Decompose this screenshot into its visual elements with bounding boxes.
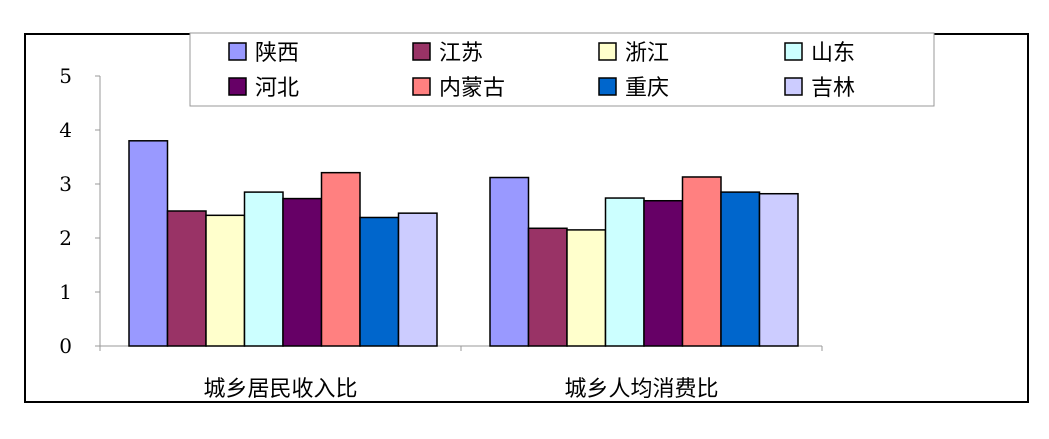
- bar: [643, 199, 684, 347]
- legend-swatch: [412, 77, 431, 96]
- legend-swatch: [598, 42, 617, 61]
- bar: [397, 212, 438, 347]
- legend-entry-label: 浙江: [625, 41, 669, 66]
- y-tick-label: 5: [59, 64, 72, 88]
- y-tick-label: 1: [59, 280, 72, 304]
- bar: [489, 176, 530, 347]
- bar: [681, 176, 722, 347]
- legend-swatch: [784, 77, 803, 96]
- legend-entry-label: 江苏: [439, 41, 483, 66]
- legend-entry-label: 山东: [811, 41, 855, 66]
- bar: [604, 197, 645, 347]
- bar: [282, 197, 323, 347]
- bar: [359, 216, 400, 347]
- legend-swatch: [228, 42, 247, 61]
- bars: [128, 140, 799, 347]
- legend-box: [189, 32, 935, 107]
- bar: [320, 171, 361, 347]
- legend-swatch: [598, 77, 617, 96]
- bar: [758, 192, 799, 347]
- legend-swatch: [784, 42, 803, 61]
- bar: [166, 210, 207, 347]
- bar: [243, 191, 284, 347]
- y-tick-label: 4: [59, 118, 72, 142]
- x-category-label: 城乡居民收入比: [203, 377, 357, 402]
- legend-entry-label: 河北: [255, 76, 299, 101]
- bar: [128, 140, 169, 347]
- legend-entry-label: 吉林: [811, 76, 855, 101]
- legend-entry-label: 重庆: [625, 76, 669, 101]
- legend-swatch: [412, 42, 431, 61]
- bar: [527, 227, 568, 347]
- y-tick-label: 0: [59, 334, 72, 358]
- y-tick-label: 3: [59, 172, 72, 196]
- bar: [566, 229, 607, 347]
- legend-entry-label: 内蒙古: [439, 76, 505, 101]
- bar: [720, 191, 761, 347]
- legend-entry-label: 陕西: [255, 41, 299, 66]
- axes: 0 1 2 3 4 5 城乡居民收入比 城乡人均消费比: [59, 64, 823, 402]
- y-tick-label: 2: [59, 226, 72, 250]
- legend-swatch: [228, 77, 247, 96]
- bar: [205, 214, 246, 347]
- x-category-label: 城乡人均消费比: [564, 377, 718, 402]
